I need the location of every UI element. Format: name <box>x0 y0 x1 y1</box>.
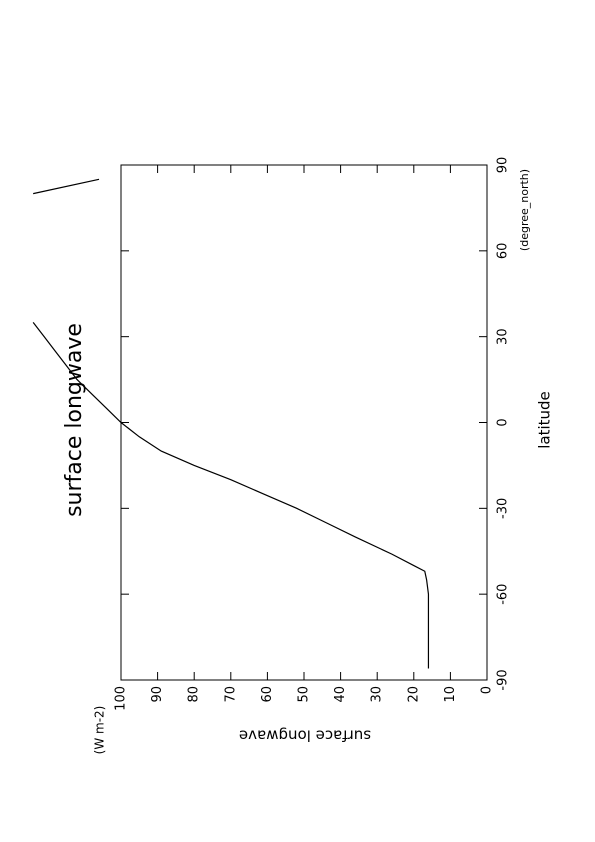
y-tick-label: 90 <box>150 686 165 703</box>
chart-title: surface longwave <box>62 323 87 517</box>
x-tick-label: 30 <box>496 328 511 345</box>
x-tick-label: 60 <box>496 243 511 260</box>
x-tick-label: 0 <box>496 418 511 426</box>
y-axis-unit: (W m-2) <box>93 706 107 755</box>
y-tick-label: 60 <box>260 686 275 703</box>
rotated-plot: surface longwave latitude (degree_north)… <box>32 157 554 755</box>
y-tick-label: 80 <box>187 686 202 703</box>
plot-frame <box>120 164 488 681</box>
y-tick-label: 10 <box>443 686 458 703</box>
y-tick-label: 50 <box>297 686 312 703</box>
x-tick-label: -30 <box>496 498 511 519</box>
x-tick-label: -90 <box>496 669 511 690</box>
x-tick-label: -60 <box>496 584 511 605</box>
y-tick-label: 70 <box>223 686 238 703</box>
y-tick-label: 20 <box>406 686 421 703</box>
y-tick-label: 30 <box>370 686 385 703</box>
y-tick-label: 0 <box>480 686 495 694</box>
x-tick-label: 90 <box>496 157 511 174</box>
x-axis-label: latitude <box>536 391 554 449</box>
y-tick-label: 40 <box>333 686 348 703</box>
data-line <box>32 178 430 669</box>
x-axis-unit: (degree_north) <box>518 169 531 251</box>
y-axis-label: surface longwave <box>239 727 371 745</box>
y-tick-label: 100 <box>114 686 129 711</box>
